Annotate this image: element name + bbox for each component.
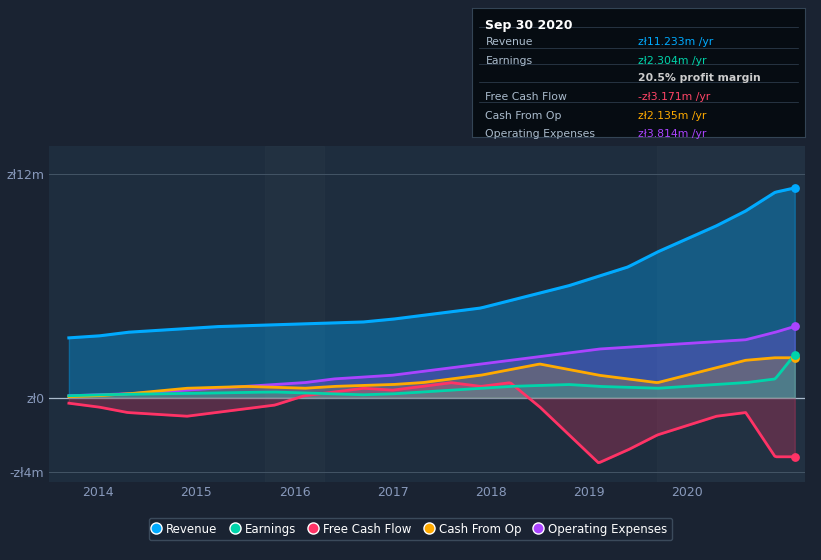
- Point: [788, 322, 801, 331]
- Text: zł11.233m /yr: zł11.233m /yr: [639, 37, 713, 46]
- Point: [788, 353, 801, 362]
- Text: Operating Expenses: Operating Expenses: [485, 129, 595, 139]
- Point: [788, 350, 801, 359]
- Legend: Revenue, Earnings, Free Cash Flow, Cash From Op, Operating Expenses: Revenue, Earnings, Free Cash Flow, Cash …: [149, 518, 672, 540]
- Text: Free Cash Flow: Free Cash Flow: [485, 92, 567, 102]
- Text: Revenue: Revenue: [485, 37, 533, 46]
- Text: Sep 30 2020: Sep 30 2020: [485, 18, 573, 32]
- Text: 20.5% profit margin: 20.5% profit margin: [639, 73, 761, 83]
- Text: Cash From Op: Cash From Op: [485, 111, 562, 122]
- Text: zł2.304m /yr: zł2.304m /yr: [639, 56, 707, 66]
- Text: Earnings: Earnings: [485, 56, 533, 66]
- Text: zł2.135m /yr: zł2.135m /yr: [639, 111, 707, 122]
- Bar: [265, 146, 324, 482]
- Text: -zł3.171m /yr: -zł3.171m /yr: [639, 92, 711, 102]
- Bar: [658, 146, 805, 482]
- Point: [788, 452, 801, 461]
- Text: zł3.814m /yr: zł3.814m /yr: [639, 129, 707, 139]
- Point: [788, 184, 801, 193]
